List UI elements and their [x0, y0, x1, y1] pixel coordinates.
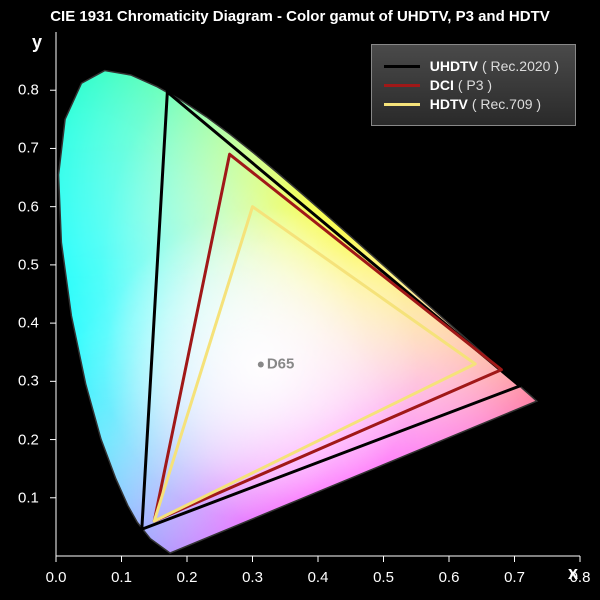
- y-tick-label: 0.6: [18, 198, 39, 215]
- x-tick-label: 0.2: [177, 569, 198, 586]
- legend-name: HDTV: [430, 96, 468, 112]
- d65-marker: [258, 361, 264, 367]
- x-tick-label: 0.1: [111, 569, 132, 586]
- y-tick-label: 0.8: [18, 82, 39, 99]
- legend: UHDTV ( Rec.2020 ) DCI ( P3 ) HDTV ( Rec.7…: [371, 44, 576, 126]
- y-tick-label: 0.5: [18, 256, 39, 273]
- legend-swatch: [384, 65, 420, 68]
- y-tick-label: 0.7: [18, 140, 39, 157]
- legend-paren: ( Rec.709 ): [472, 96, 541, 112]
- legend-row-hdtv: HDTV ( Rec.709 ): [384, 96, 559, 112]
- chromaticity-diagram-container: CIE 1931 Chromaticity Diagram - Color ga…: [0, 0, 600, 600]
- x-tick-label: 0.3: [242, 569, 263, 586]
- legend-swatch: [384, 103, 420, 106]
- y-tick-label: 0.2: [18, 431, 39, 448]
- legend-row-uhdtv: UHDTV ( Rec.2020 ): [384, 58, 559, 74]
- x-tick-label: 0.0: [46, 569, 67, 586]
- x-tick-label: 0.5: [373, 569, 394, 586]
- legend-paren: ( Rec.2020 ): [482, 58, 559, 74]
- y-tick-label: 0.3: [18, 373, 39, 390]
- y-tick-label: 0.4: [18, 315, 39, 332]
- y-tick-label: 0.1: [18, 489, 39, 506]
- legend-name: UHDTV: [430, 58, 478, 74]
- legend-paren: ( P3 ): [458, 77, 492, 93]
- d65-label: D65: [267, 356, 295, 373]
- legend-name: DCI: [430, 77, 454, 93]
- x-tick-label: 0.6: [439, 569, 460, 586]
- x-tick-label: 0.7: [504, 569, 525, 586]
- x-tick-label: 0.4: [308, 569, 329, 586]
- legend-swatch: [384, 84, 420, 87]
- legend-row-dci: DCI ( P3 ): [384, 77, 559, 93]
- x-tick-label: 0.8: [570, 569, 591, 586]
